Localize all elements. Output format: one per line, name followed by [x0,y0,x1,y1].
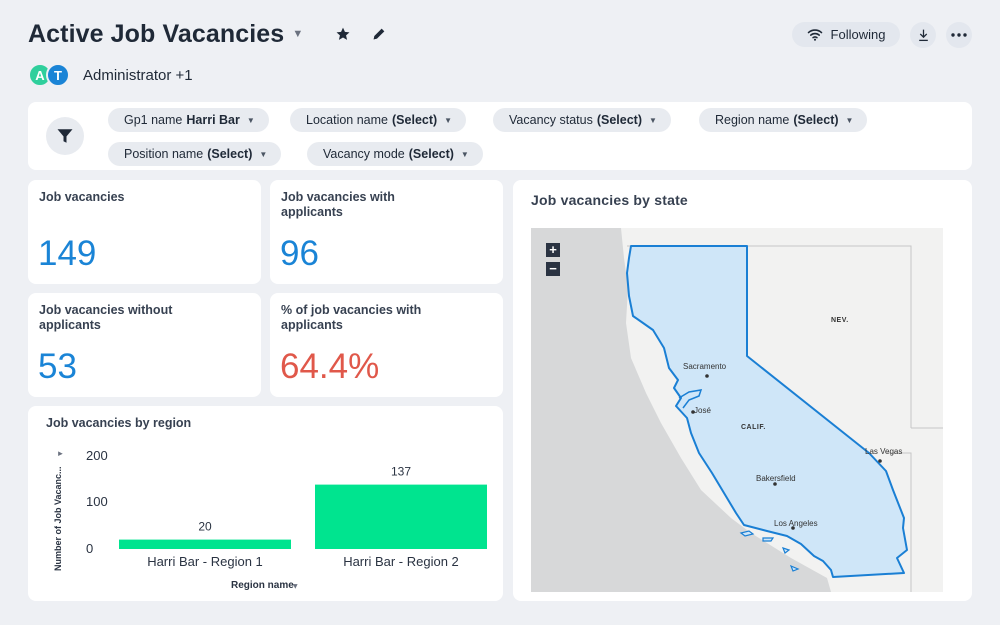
download-button[interactable] [910,22,936,48]
filter-value: (Select) [207,147,253,161]
filter-chip-position-name[interactable]: Position name (Select) ▼ [108,142,282,166]
filter-name: Region name [715,113,790,127]
filter-icon [57,129,73,143]
kpi-value: 149 [38,234,97,273]
city-dot-sacramento [705,374,709,378]
filter-chip-location-name[interactable]: Location name (Select) ▼ [290,108,467,132]
kpi-card-job-vacancies[interactable]: Job vacancies 149 [28,180,261,284]
kpi-label: % of job vacancies with applicants [281,303,422,332]
region-bar-chart: Number of Job Vacanc... ▼ 200 100 0 20 Ha… [53,448,487,591]
zoom-in-button[interactable]: + [546,243,560,257]
avatar: T [46,63,70,87]
filter-name: Vacancy mode [323,147,405,161]
chevron-down-icon: ▼ [444,115,453,125]
bars-group: 20 Harri Bar - Region 1 137 Harri Bar - Reg… [119,465,487,569]
zoom-out-button[interactable]: − [546,262,560,276]
kpi-value: 53 [38,347,77,386]
map-label-calif: CALIF. [741,424,766,431]
channel-islands [739,530,800,572]
map-card: Job vacancies by state NEV. CALIF. Sacra… [513,180,972,601]
more-options-button[interactable] [946,22,972,48]
bar-value-label: 20 [198,520,212,534]
filter-name: Vacancy status [509,113,593,127]
edit-button[interactable] [365,20,393,48]
favorite-button[interactable] [329,20,357,48]
city-dot-bakersfield [773,482,777,486]
more-icon [951,33,967,37]
filter-value: (Select) [596,113,642,127]
y-axis-label: Number of Job Vacanc... [53,466,63,571]
y-tick-label: 100 [86,494,108,509]
kpi-label: Job vacancies without applicants [39,303,173,332]
arizona-border [886,452,912,592]
star-icon [336,27,350,40]
map-label-sacramento: Sacramento [683,362,727,371]
city-dot-las-vegas [878,459,882,463]
filter-chip-vacancy-mode[interactable]: Vacancy mode (Select) ▼ [307,142,483,166]
owner-label: Administrator +1 [83,66,193,84]
chevron-down-icon: ▼ [259,149,268,159]
filter-panel: Gp1 name Harri Bar ▼ Location name (Select)… [28,102,972,170]
filter-button[interactable] [46,117,84,155]
x-axis-label: Region name [231,580,294,591]
kpi-card-percent-with-applicants[interactable]: % of job vacancies with applicants 64.4% [270,293,503,397]
filter-name: Gp1 name [124,113,183,127]
chevron-down-icon: ▼ [845,115,854,125]
nevada-border [747,245,943,429]
filter-name: Position name [124,147,204,161]
owner-row[interactable]: A T Administrator +1 [28,62,193,88]
bay-area-detail [678,389,703,409]
filter-value: (Select) [408,147,454,161]
y-axis-caret-icon[interactable]: ▼ [57,451,64,456]
filter-chip-vacancy-status[interactable]: Vacancy status (Select) ▼ [493,108,671,132]
map-canvas: NEV. CALIF. Sacramento José Las Vegas Ba… [621,228,943,592]
y-tick-label: 0 [86,541,93,556]
bar-value-label: 137 [391,465,411,479]
following-label: Following [830,27,886,42]
map-label-los-angeles: Los Angeles [774,519,818,528]
filter-chip-gp1-name[interactable]: Gp1 name Harri Bar ▼ [108,108,269,132]
bar[interactable] [119,539,291,549]
filter-value: Harri Bar [186,113,240,127]
category-label: Harri Bar - Region 1 [147,554,263,569]
state-map[interactable]: NEV. CALIF. Sacramento José Las Vegas Ba… [531,228,943,592]
region-chart-card: Job vacancies by region Number of Job Va… [28,406,503,601]
chevron-down-icon: ▼ [460,149,469,159]
kpi-label: Job vacancies [39,190,125,204]
map-label-las-vegas: Las Vegas [865,447,902,456]
pencil-icon [373,28,385,40]
title-row: Active Job Vacancies ▼ [28,14,393,54]
filter-chip-region-name[interactable]: Region name (Select) ▼ [699,108,868,132]
california-shape [626,245,908,578]
filter-value: (Select) [392,113,438,127]
category-label: Harri Bar - Region 2 [343,554,459,569]
city-dot-los-angeles [791,526,795,530]
download-icon [918,29,928,42]
kpi-value: 96 [280,234,319,273]
kpi-value: 64.4% [280,347,380,386]
chevron-down-icon: ▼ [649,115,657,125]
map-label-bakersfield: Bakersfield [756,474,796,483]
chevron-down-icon: ▼ [246,115,255,125]
x-axis-caret-icon[interactable]: ▼ [293,583,298,590]
filter-value: (Select) [793,113,839,127]
kpi-label: Job vacancies with applicants [281,190,395,219]
kpi-card-with-applicants[interactable]: Job vacancies with applicants 96 [270,180,503,284]
city-dot-san-jose [691,410,695,414]
filter-name: Location name [306,113,389,127]
page-title: Active Job Vacancies [28,19,285,48]
map-title: Job vacancies by state [531,192,688,208]
following-button[interactable]: Following [792,22,900,47]
y-tick-label: 200 [86,448,108,463]
map-label-nev: NEV. [831,317,849,324]
bar[interactable] [315,484,487,549]
wifi-icon [807,29,822,41]
chart-title: Job vacancies by region [46,416,192,430]
title-dropdown-caret-icon[interactable]: ▼ [292,28,304,40]
map-label-san-jose: José [694,406,711,415]
kpi-card-without-applicants[interactable]: Job vacancies without applicants 53 [28,293,261,397]
